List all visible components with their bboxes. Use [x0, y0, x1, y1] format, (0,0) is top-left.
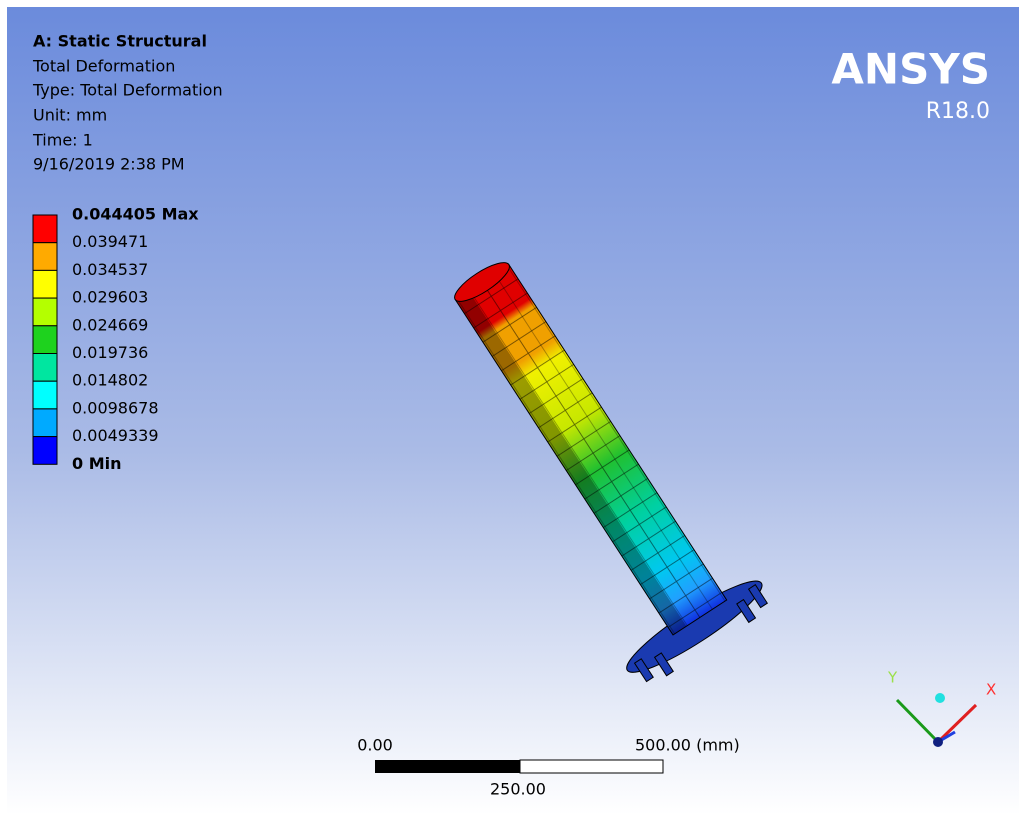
legend-band [33, 215, 57, 243]
legend-band [33, 381, 57, 409]
legend-band [33, 298, 57, 326]
axis-label: Y [887, 669, 898, 687]
legend-label: 0.029603 [72, 288, 148, 307]
legend-band [33, 243, 57, 271]
legend-label: 0.044405 Max [72, 205, 199, 224]
header-line: A: Static Structural [33, 32, 207, 51]
logo-version: R18.0 [926, 99, 990, 124]
legend-label: 0.039471 [72, 232, 148, 251]
legend-label: 0.0049339 [72, 426, 159, 445]
background [7, 7, 1019, 815]
legend-label: 0.024669 [72, 315, 148, 334]
legend-label: 0.0098678 [72, 398, 159, 417]
header-line: 9/16/2019 2:38 PM [33, 155, 185, 174]
header-line: Time: 1 [32, 131, 93, 150]
axis-label: X [986, 681, 996, 699]
header-line: Unit: mm [33, 106, 107, 125]
scale-label: 0.00 [357, 736, 393, 755]
scale-label: 500.00 (mm) [635, 736, 740, 755]
header-line: Total Deformation [32, 57, 175, 76]
header-line: Type: Total Deformation [32, 81, 223, 100]
legend-band [33, 326, 57, 354]
legend-label: 0.034537 [72, 260, 148, 279]
legend-label: 0 Min [72, 454, 122, 473]
viewport: A: Static Structural Total Deformation T… [0, 0, 1026, 821]
scale-label: 250.00 [490, 780, 546, 799]
logo: ANSYS [831, 45, 990, 94]
legend-band [33, 270, 57, 298]
legend-label: 0.014802 [72, 371, 148, 390]
legend-label: 0.019736 [72, 343, 148, 362]
legend-band [33, 437, 57, 465]
legend-band [33, 409, 57, 437]
legend-band [33, 354, 57, 382]
